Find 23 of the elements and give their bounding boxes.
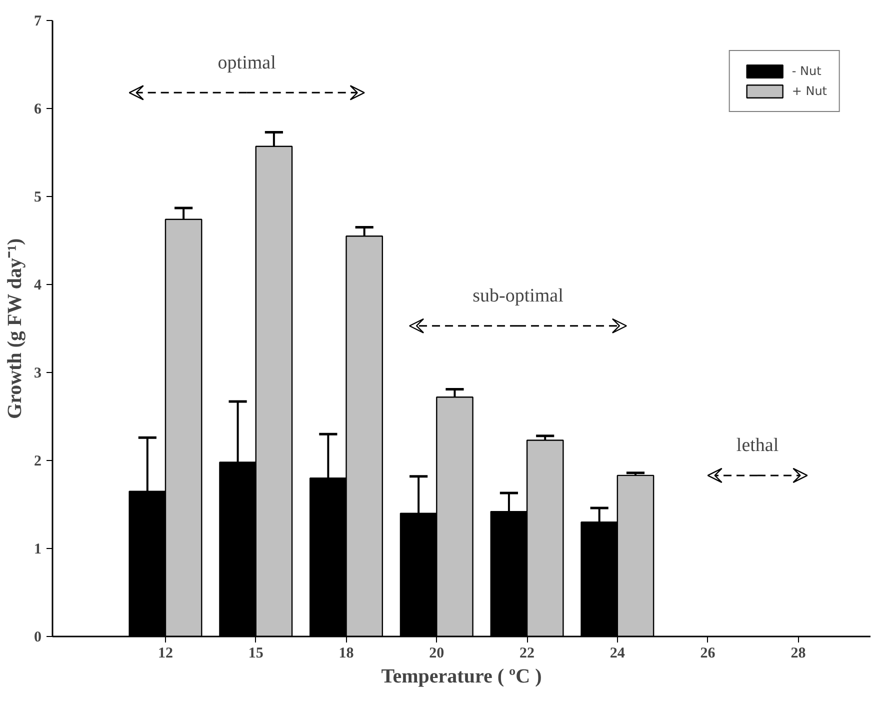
y-tick-label: 7 xyxy=(34,14,42,30)
legend-label: - Nut xyxy=(792,64,822,78)
y-tick-label: 2 xyxy=(34,454,42,470)
annotation: lethal xyxy=(736,435,779,456)
x-tick-label: 22 xyxy=(520,646,535,662)
x-tick-label: 18 xyxy=(338,646,354,662)
x-tick-label: 24 xyxy=(610,646,626,662)
x-tick-label: 26 xyxy=(700,646,716,662)
y-axis-title: Growth (g FW day⁻¹) xyxy=(4,238,26,419)
y-tick-label: 0 xyxy=(34,630,42,646)
y-tick-label: 4 xyxy=(34,278,42,294)
y-tick-label: 1 xyxy=(34,542,42,558)
x-axis-title: Temperature ( ºC ) xyxy=(381,666,542,688)
x-tick-label: 28 xyxy=(790,646,806,662)
annotation: optimal xyxy=(218,52,276,74)
legend-label: + Nut xyxy=(792,84,827,98)
x-tick-label: 12 xyxy=(158,646,173,662)
y-tick-label: 3 xyxy=(34,366,42,382)
x-tick-label: 20 xyxy=(429,646,444,662)
x-tick-label: 15 xyxy=(248,646,264,662)
y-tick-label: 5 xyxy=(34,190,42,206)
annotation: sub-optimal xyxy=(472,286,564,306)
y-tick-label: 6 xyxy=(34,102,42,118)
